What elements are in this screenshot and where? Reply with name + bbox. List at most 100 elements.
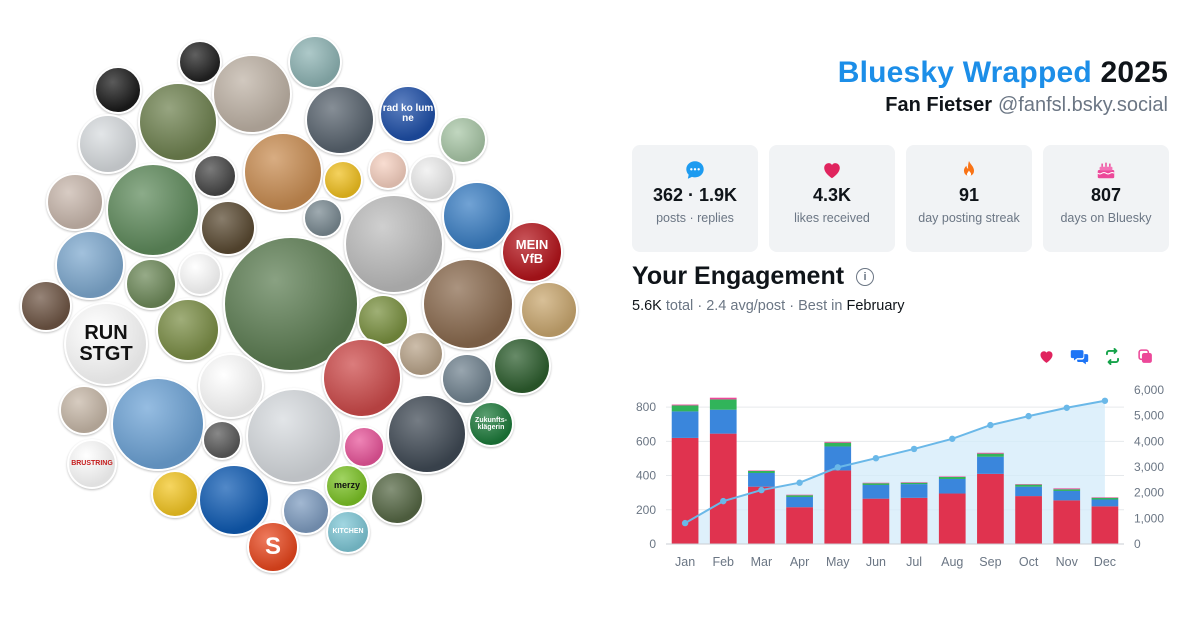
- collage-avatar-label: Zukunfts-klägerin: [475, 416, 507, 431]
- cumulative-point: [1025, 412, 1032, 420]
- bar-segment: [709, 433, 737, 544]
- stat-value: 362 · 1.9K: [652, 185, 738, 205]
- bar-segment: [671, 404, 699, 406]
- collage-avatar-label: merzy: [333, 480, 360, 491]
- bar-segment: [748, 472, 775, 487]
- bar-segment: [824, 446, 852, 471]
- collage-avatar-label: MEIN VfB: [515, 237, 549, 266]
- collage-avatar: [439, 116, 487, 164]
- collage-avatar: [200, 200, 256, 256]
- bar-segment: [824, 470, 852, 544]
- collage-avatar: [357, 294, 409, 346]
- bar-segment: [786, 494, 813, 496]
- collage-avatar: [493, 337, 551, 395]
- info-icon[interactable]: i: [856, 267, 875, 286]
- collage-avatar: [441, 353, 493, 405]
- user-handle: @fanfsl.bsky.social: [998, 94, 1168, 116]
- bar-segment: [900, 497, 928, 544]
- collage-avatar: [59, 385, 109, 435]
- collage-avatar: [178, 40, 222, 84]
- bar-segment: [1091, 497, 1119, 498]
- collage-avatar: RUN STGT: [64, 302, 148, 386]
- collage-avatar: [398, 331, 444, 377]
- brand-title: Bluesky Wrapped: [837, 56, 1092, 89]
- collage-avatar: merzy: [325, 464, 369, 508]
- engagement-best-label: Best in: [798, 298, 843, 314]
- x-tick-label: Dec: [1094, 555, 1116, 569]
- y-right-tick-label: 2,000: [1134, 486, 1164, 500]
- bar-segment: [824, 442, 852, 447]
- bar-segment: [938, 493, 966, 544]
- bar-segment: [786, 495, 813, 497]
- x-tick-label: Jan: [675, 555, 695, 569]
- cumulative-point: [796, 479, 803, 486]
- bar-segment: [977, 473, 1004, 544]
- y-right-tick-label: 4,000: [1134, 434, 1164, 448]
- bar-segment: [977, 452, 1004, 454]
- collage-avatar: Zukunfts-klägerin: [468, 401, 514, 447]
- collage-avatar: [409, 155, 455, 201]
- engagement-avg: 2.4 avg/post: [706, 298, 786, 314]
- collage-avatar: [198, 353, 264, 419]
- stat-value: 4.3K: [812, 185, 852, 205]
- engagement-best-month: February: [846, 298, 905, 314]
- legend-likes[interactable]: [1036, 346, 1056, 366]
- collage-avatar: [94, 66, 142, 114]
- collage-avatar-label: S: [264, 533, 281, 561]
- bar-segment: [900, 482, 928, 485]
- collage-avatar: [243, 132, 323, 212]
- y-left-tick-label: 200: [636, 503, 656, 517]
- bar-segment: [977, 453, 1004, 457]
- x-tick-label: Sep: [979, 555, 1001, 569]
- legend-quotes[interactable]: [1135, 346, 1155, 366]
- stat-card-posts: 362 · 1.9K posts · replies: [632, 145, 758, 252]
- collage-avatar: MEIN VfB: [501, 221, 563, 283]
- bar-segment: [1053, 490, 1081, 501]
- collage-avatar: rad ko lum ne: [379, 85, 437, 143]
- bar-segment: [709, 397, 737, 400]
- collage-avatar: [125, 258, 177, 310]
- y-left-tick-label: 0: [649, 537, 656, 551]
- bar-segment: [1053, 489, 1081, 491]
- bar-segment: [1053, 500, 1081, 544]
- cake-icon: [1097, 162, 1115, 179]
- collage-avatar: [422, 258, 514, 350]
- engagement-total-label: total: [665, 298, 694, 314]
- engagement-title: Your Engagement i: [632, 262, 875, 291]
- collage-avatar: [343, 426, 385, 468]
- bar-segment: [824, 441, 852, 443]
- collage-avatar-label: KITCHEN: [332, 528, 364, 536]
- legend-reposts[interactable]: [1102, 346, 1122, 366]
- bar-segment: [1015, 486, 1042, 497]
- collage-avatar: [46, 173, 104, 231]
- bar-segment: [748, 470, 775, 473]
- collage-avatar: KITCHEN: [326, 510, 370, 554]
- bar-segment: [671, 405, 699, 412]
- engagement-title-text: Your Engagement: [632, 262, 845, 290]
- bar-segment: [862, 482, 890, 484]
- x-tick-label: Nov: [1056, 555, 1079, 569]
- collage-avatar: [212, 54, 292, 134]
- collage-avatar: [106, 163, 200, 257]
- y-left-tick-label: 400: [636, 469, 656, 483]
- cumulative-point: [834, 464, 841, 471]
- bar-segment: [671, 411, 699, 438]
- cumulative-point: [758, 486, 765, 494]
- collage-avatar: [442, 181, 512, 251]
- bar-segment: [748, 486, 775, 544]
- stat-label: days on Bluesky: [1060, 211, 1152, 225]
- cumulative-point: [872, 454, 880, 462]
- bar-segment: [709, 409, 737, 434]
- collage-avatar: [303, 198, 343, 238]
- cumulative-point: [1063, 404, 1070, 411]
- bar-segment: [786, 496, 813, 508]
- bar-segment: [938, 476, 966, 479]
- engagement-total: 5.6K: [632, 298, 662, 314]
- collage-avatar: [202, 420, 242, 460]
- collage-avatar: [178, 252, 222, 296]
- legend-replies[interactable]: [1069, 346, 1089, 366]
- y-right-tick-label: 0: [1134, 537, 1141, 551]
- heart-icon: [1039, 350, 1053, 363]
- cumulative-point: [720, 497, 727, 505]
- x-tick-label: Feb: [712, 555, 734, 569]
